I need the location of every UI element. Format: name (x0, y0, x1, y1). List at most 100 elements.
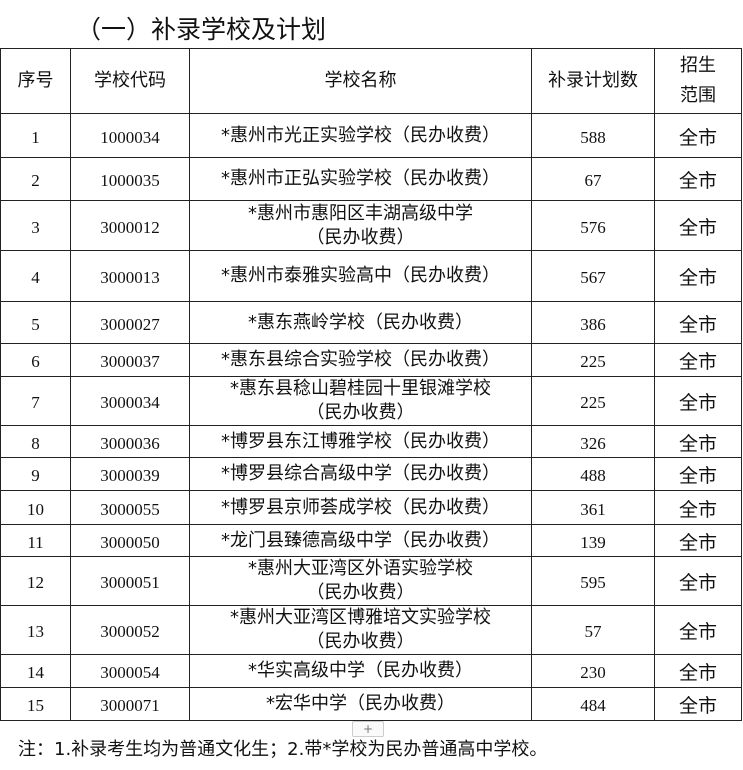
header-row: 序号 学校代码 学校名称 补录计划数 招生 范围 (0, 48, 742, 114)
row-school-name: *博罗县东江博雅学校（民办收费） (189, 425, 532, 458)
row-code: 3000034 (70, 376, 190, 426)
table-row: 14 3000054 *华实高级中学（民办收费） 230 全市 (0, 654, 742, 688)
table-row: 1 1000034 *惠州市光正实验学校（民办收费） 588 全市 (0, 113, 742, 158)
table-row: 12 3000051 *惠州大亚湾区外语实验学校 （民办收费） 595 全市 (0, 556, 742, 606)
header-scope: 招生 范围 (654, 48, 742, 114)
table-row: 5 3000027 *惠东燕岭学校（民办收费） 386 全市 (0, 301, 742, 344)
footnote: 注：1.补录考生均为普通文化生；2.带*学校为民办普通高中学校。 (18, 739, 548, 760)
row-school-name: *惠州市正弘实验学校（民办收费） (189, 157, 532, 201)
row-code: 1000035 (70, 157, 190, 201)
row-plan: 567 (531, 250, 655, 302)
schools-table: 序号 学校代码 学校名称 补录计划数 招生 范围 1 1000034 *惠州市光正实… (0, 48, 742, 721)
row-code: 3000013 (70, 250, 190, 302)
row-seq: 13 (0, 605, 71, 655)
table-row: 9 3000039 *博罗县综合高级中学（民办收费） 488 全市 (0, 457, 742, 491)
row-seq: 2 (0, 157, 71, 201)
table-row: 15 3000071 *宏华中学（民办收费） 484 全市 (0, 687, 742, 721)
row-scope: 全市 (654, 687, 742, 721)
row-plan: 595 (531, 556, 655, 606)
row-code: 3000050 (70, 524, 190, 557)
row-plan: 57 (531, 605, 655, 655)
table-row: 10 3000055 *博罗县京师荟成学校（民办收费） 361 全市 (0, 490, 742, 525)
row-school-name: *惠东县综合实验学校（民办收费） (189, 343, 532, 377)
row-seq: 5 (0, 301, 71, 344)
row-seq: 6 (0, 343, 71, 377)
row-plan: 67 (531, 157, 655, 201)
row-school-name: *惠州市光正实验学校（民办收费） (189, 113, 532, 158)
row-scope: 全市 (654, 250, 742, 302)
table-row: 11 3000050 *龙门县臻德高级中学（民办收费） 139 全市 (0, 524, 742, 557)
row-plan: 488 (531, 457, 655, 491)
row-plan: 326 (531, 425, 655, 458)
row-code: 3000037 (70, 343, 190, 377)
row-scope: 全市 (654, 157, 742, 201)
table-row: 7 3000034 *惠东县稔山碧桂园十里银滩学校 （民办收费） 225 全市 (0, 376, 742, 426)
table-row: 3 3000012 *惠州市惠阳区丰湖高级中学 （民办收费） 576 全市 (0, 200, 742, 251)
row-seq: 15 (0, 687, 71, 721)
header-name: 学校名称 (189, 48, 532, 114)
row-plan: 576 (531, 200, 655, 251)
row-code: 3000054 (70, 654, 190, 688)
row-code: 1000034 (70, 113, 190, 158)
row-scope: 全市 (654, 654, 742, 688)
row-seq: 8 (0, 425, 71, 458)
table-row: 4 3000013 *惠州市泰雅实验高中（民办收费） 567 全市 (0, 250, 742, 302)
row-seq: 9 (0, 457, 71, 491)
header-seq: 序号 (0, 48, 71, 114)
row-plan: 588 (531, 113, 655, 158)
row-seq: 1 (0, 113, 71, 158)
row-seq: 12 (0, 556, 71, 606)
row-plan: 484 (531, 687, 655, 721)
table-row: 13 3000052 *惠州大亚湾区博雅培文实验学校 （民办收费） 57 全市 (0, 605, 742, 655)
row-code: 3000012 (70, 200, 190, 251)
table-row: 8 3000036 *博罗县东江博雅学校（民办收费） 326 全市 (0, 425, 742, 458)
table-row: 6 3000037 *惠东县综合实验学校（民办收费） 225 全市 (0, 343, 742, 377)
row-school-name: *华实高级中学（民办收费） (189, 654, 532, 688)
row-code: 3000027 (70, 301, 190, 344)
row-scope: 全市 (654, 457, 742, 491)
row-code: 3000071 (70, 687, 190, 721)
row-plan: 361 (531, 490, 655, 525)
row-seq: 3 (0, 200, 71, 251)
row-school-name: *宏华中学（民办收费） (189, 687, 532, 721)
row-plan: 225 (531, 343, 655, 377)
row-plan: 386 (531, 301, 655, 344)
row-scope: 全市 (654, 343, 742, 377)
header-plan: 补录计划数 (531, 48, 655, 114)
row-scope: 全市 (654, 524, 742, 557)
row-school-name: *惠州大亚湾区博雅培文实验学校 （民办收费） (189, 605, 532, 655)
row-school-name: *惠州市泰雅实验高中（民办收费） (189, 250, 532, 302)
section-title: （一）补录学校及计划 (76, 15, 327, 44)
row-scope: 全市 (654, 425, 742, 458)
row-school-name: *惠东燕岭学校（民办收费） (189, 301, 532, 344)
row-code: 3000055 (70, 490, 190, 525)
row-seq: 4 (0, 250, 71, 302)
row-plan: 225 (531, 376, 655, 426)
row-scope: 全市 (654, 301, 742, 344)
row-scope: 全市 (654, 490, 742, 525)
row-plan: 230 (531, 654, 655, 688)
table-row: 2 1000035 *惠州市正弘实验学校（民办收费） 67 全市 (0, 157, 742, 201)
row-code: 3000036 (70, 425, 190, 458)
row-seq: 11 (0, 524, 71, 557)
row-scope: 全市 (654, 556, 742, 606)
row-seq: 7 (0, 376, 71, 426)
row-school-name: *惠州大亚湾区外语实验学校 （民办收费） (189, 556, 532, 606)
row-school-name: *博罗县京师荟成学校（民办收费） (189, 490, 532, 525)
row-seq: 10 (0, 490, 71, 525)
row-scope: 全市 (654, 113, 742, 158)
row-code: 3000052 (70, 605, 190, 655)
row-scope: 全市 (654, 605, 742, 655)
row-scope: 全市 (654, 200, 742, 251)
row-school-name: *惠东县稔山碧桂园十里银滩学校 （民办收费） (189, 376, 532, 426)
row-plan: 139 (531, 524, 655, 557)
header-code: 学校代码 (70, 48, 190, 114)
row-code: 3000051 (70, 556, 190, 606)
row-school-name: *惠州市惠阳区丰湖高级中学 （民办收费） (189, 200, 532, 251)
row-scope: 全市 (654, 376, 742, 426)
row-code: 3000039 (70, 457, 190, 491)
row-seq: 14 (0, 654, 71, 688)
add-row-button[interactable]: + (352, 721, 384, 737)
row-school-name: *博罗县综合高级中学（民办收费） (189, 457, 532, 491)
row-school-name: *龙门县臻德高级中学（民办收费） (189, 524, 532, 557)
